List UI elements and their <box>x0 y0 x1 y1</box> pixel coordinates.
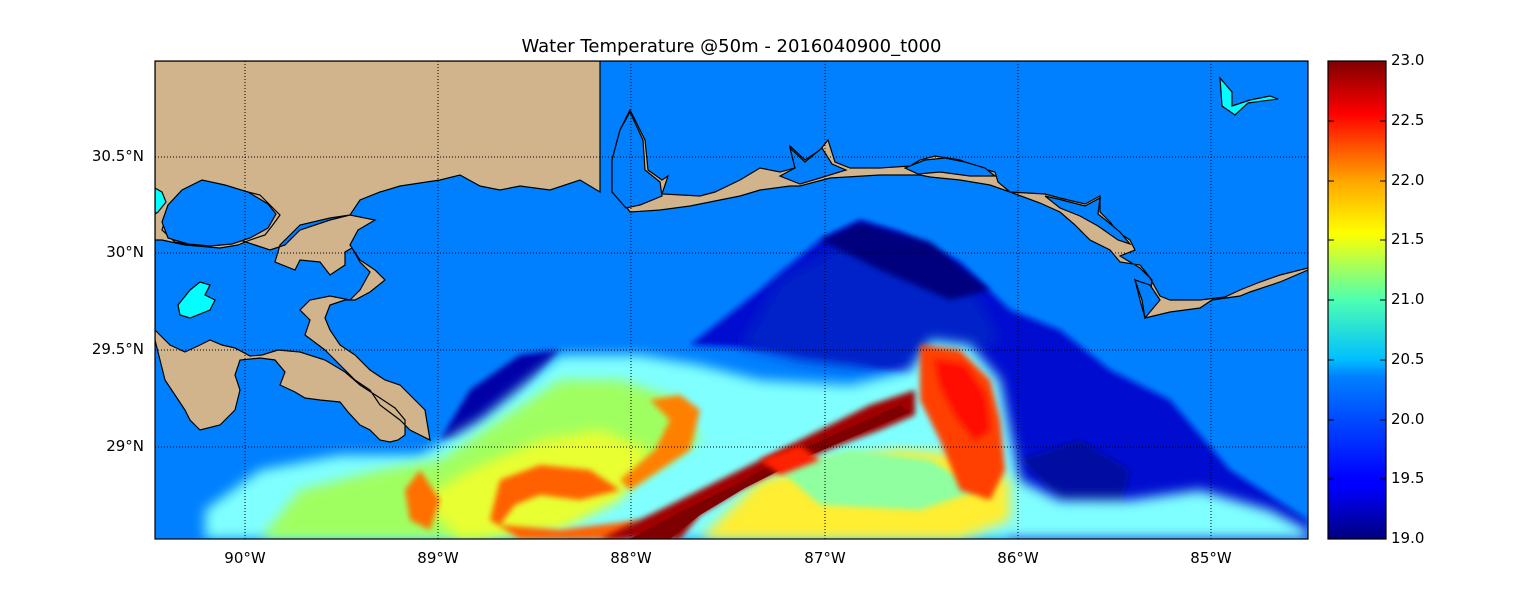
graticule <box>155 61 1308 539</box>
lon-label-86: 86°W <box>997 549 1039 567</box>
lon-label-89: 89°W <box>417 549 459 567</box>
colorbar-label-22-5: 22.5 <box>1391 111 1425 129</box>
colorbar <box>1327 60 1387 540</box>
bay-choctawhatchee <box>903 157 997 177</box>
colorbar-label-20-5: 20.5 <box>1391 350 1425 368</box>
map-frame <box>154 60 1309 540</box>
lat-label-30-5: 30.5°N <box>91 147 144 165</box>
lat-label-29-5: 29.5°N <box>91 340 144 358</box>
bay-pensacola <box>778 146 848 185</box>
lake-pontchartrain <box>161 179 277 247</box>
land-west <box>155 61 601 443</box>
lat-label-30: 30°N <box>106 243 144 261</box>
bay-mobile <box>611 110 663 209</box>
temperature-field <box>205 220 1308 539</box>
colorbar-label-19-5: 19.5 <box>1391 469 1425 487</box>
bay-st-andrew <box>1044 195 1132 246</box>
lake-small <box>177 281 216 319</box>
colorbar-label-20-0: 20.0 <box>1391 410 1425 428</box>
lake-northeast <box>1219 76 1279 116</box>
lon-label-85: 85°W <box>1190 549 1232 567</box>
colorbar-label-23-0: 23.0 <box>1391 51 1425 69</box>
lon-label-88: 88°W <box>610 549 652 567</box>
map-title: Water Temperature @50m - 2016040900_t000 <box>521 36 942 57</box>
colorbar-label-21-0: 21.0 <box>1391 290 1425 308</box>
colorbar-ticks <box>1328 60 1386 540</box>
colorbar-label-19-0: 19.0 <box>1391 529 1425 547</box>
colorbar-label-21-5: 21.5 <box>1391 230 1425 248</box>
colorbar-label-22-0: 22.0 <box>1391 171 1425 189</box>
lon-label-87: 87°W <box>804 549 846 567</box>
bay-apalachicola <box>1134 279 1161 320</box>
lon-label-90: 90°W <box>224 549 266 567</box>
lat-label-29: 29°N <box>106 437 144 455</box>
lake-west-edge <box>155 187 167 215</box>
